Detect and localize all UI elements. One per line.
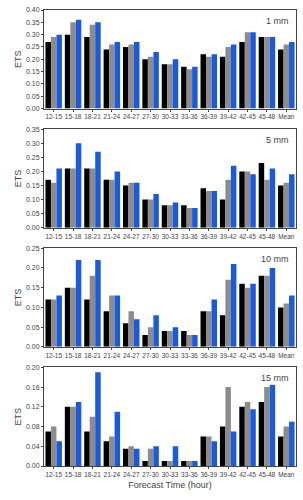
svg-text:18-21: 18-21 xyxy=(84,233,101,240)
svg-text:24-27: 24-27 xyxy=(123,352,140,359)
svg-text:0.00: 0.00 xyxy=(26,224,40,231)
svg-text:45-48: 45-48 xyxy=(259,352,276,359)
svg-text:27-30: 27-30 xyxy=(142,233,159,240)
svg-text:0.20: 0.20 xyxy=(26,56,40,63)
svg-text:15-18: 15-18 xyxy=(65,233,82,240)
svg-text:ETS: ETS xyxy=(13,289,23,307)
svg-text:0.05: 0.05 xyxy=(26,324,40,331)
svg-text:42-45: 42-45 xyxy=(239,471,256,478)
svg-text:0.35: 0.35 xyxy=(26,126,40,133)
svg-text:ETS: ETS xyxy=(13,170,23,188)
svg-text:0.12: 0.12 xyxy=(26,403,40,410)
svg-text:45-48: 45-48 xyxy=(259,113,276,120)
svg-text:39-42: 39-42 xyxy=(220,113,237,120)
svg-text:0.25: 0.25 xyxy=(26,43,40,50)
svg-text:0.30: 0.30 xyxy=(26,140,40,147)
svg-text:24-27: 24-27 xyxy=(123,471,140,478)
svg-text:0.00: 0.00 xyxy=(26,105,40,112)
svg-text:1 mm: 1 mm xyxy=(266,16,289,26)
svg-text:30-33: 30-33 xyxy=(162,113,179,120)
svg-text:33-36: 33-36 xyxy=(181,113,198,120)
svg-text:33-36: 33-36 xyxy=(181,233,198,240)
svg-text:36-39: 36-39 xyxy=(200,471,217,478)
svg-text:45-48: 45-48 xyxy=(259,233,276,240)
svg-text:0.16: 0.16 xyxy=(26,384,40,391)
svg-text:Mean: Mean xyxy=(278,113,295,120)
svg-text:0.20: 0.20 xyxy=(26,364,40,371)
svg-text:42-45: 42-45 xyxy=(239,113,256,120)
svg-text:21-24: 21-24 xyxy=(104,233,121,240)
svg-text:36-39: 36-39 xyxy=(200,233,217,240)
svg-text:Forecast Time (hour): Forecast Time (hour) xyxy=(128,480,212,490)
svg-text:0.00: 0.00 xyxy=(26,462,40,469)
svg-text:21-24: 21-24 xyxy=(104,113,121,120)
svg-text:10 mm: 10 mm xyxy=(261,254,289,264)
svg-text:0.04: 0.04 xyxy=(26,443,40,450)
svg-text:45-48: 45-48 xyxy=(259,471,276,478)
svg-text:12-15: 12-15 xyxy=(45,233,62,240)
svg-text:0.20: 0.20 xyxy=(26,168,40,175)
svg-text:0.25: 0.25 xyxy=(26,154,40,161)
svg-text:39-42: 39-42 xyxy=(220,471,237,478)
svg-text:18-21: 18-21 xyxy=(84,113,101,120)
svg-text:0.20: 0.20 xyxy=(26,264,40,271)
svg-text:0.15: 0.15 xyxy=(26,182,40,189)
svg-text:0.15: 0.15 xyxy=(26,68,40,75)
svg-text:33-36: 33-36 xyxy=(181,471,198,478)
svg-text:27-30: 27-30 xyxy=(142,352,159,359)
svg-text:12-15: 12-15 xyxy=(45,471,62,478)
svg-text:42-45: 42-45 xyxy=(239,352,256,359)
svg-text:33-36: 33-36 xyxy=(181,352,198,359)
svg-text:0.05: 0.05 xyxy=(26,93,40,100)
svg-text:27-30: 27-30 xyxy=(142,113,159,120)
svg-text:21-24: 21-24 xyxy=(104,471,121,478)
svg-text:15-18: 15-18 xyxy=(65,471,82,478)
svg-text:36-39: 36-39 xyxy=(200,352,217,359)
svg-text:21-24: 21-24 xyxy=(104,352,121,359)
svg-text:36-39: 36-39 xyxy=(200,113,217,120)
svg-text:30-33: 30-33 xyxy=(162,471,179,478)
svg-text:0.00: 0.00 xyxy=(26,343,40,350)
svg-text:30-33: 30-33 xyxy=(162,352,179,359)
svg-text:0.05: 0.05 xyxy=(26,210,40,217)
svg-text:15 mm: 15 mm xyxy=(261,373,289,383)
svg-text:12-15: 12-15 xyxy=(45,352,62,359)
svg-text:0.30: 0.30 xyxy=(26,31,40,38)
svg-text:0.10: 0.10 xyxy=(26,304,40,311)
svg-text:30-33: 30-33 xyxy=(162,233,179,240)
svg-text:12-15: 12-15 xyxy=(45,113,62,120)
svg-text:24-27: 24-27 xyxy=(123,113,140,120)
svg-text:27-30: 27-30 xyxy=(142,471,159,478)
svg-text:0.40: 0.40 xyxy=(26,6,40,13)
svg-text:15-18: 15-18 xyxy=(65,352,82,359)
svg-text:0.08: 0.08 xyxy=(26,423,40,430)
svg-text:42-45: 42-45 xyxy=(239,233,256,240)
svg-text:0.15: 0.15 xyxy=(26,284,40,291)
svg-text:18-21: 18-21 xyxy=(84,352,101,359)
svg-text:ETS: ETS xyxy=(13,408,23,426)
svg-text:Mean: Mean xyxy=(278,352,295,359)
svg-text:0.35: 0.35 xyxy=(26,19,40,26)
svg-text:24-27: 24-27 xyxy=(123,233,140,240)
svg-text:Mean: Mean xyxy=(278,233,295,240)
svg-text:39-42: 39-42 xyxy=(220,233,237,240)
svg-text:15-18: 15-18 xyxy=(65,113,82,120)
svg-text:0.10: 0.10 xyxy=(26,196,40,203)
svg-text:ETS: ETS xyxy=(13,51,23,69)
svg-text:Mean: Mean xyxy=(278,471,295,478)
svg-text:0.25: 0.25 xyxy=(26,245,40,252)
svg-text:0.10: 0.10 xyxy=(26,80,40,87)
svg-text:39-42: 39-42 xyxy=(220,352,237,359)
svg-text:18-21: 18-21 xyxy=(84,471,101,478)
svg-text:5 mm: 5 mm xyxy=(266,135,289,145)
